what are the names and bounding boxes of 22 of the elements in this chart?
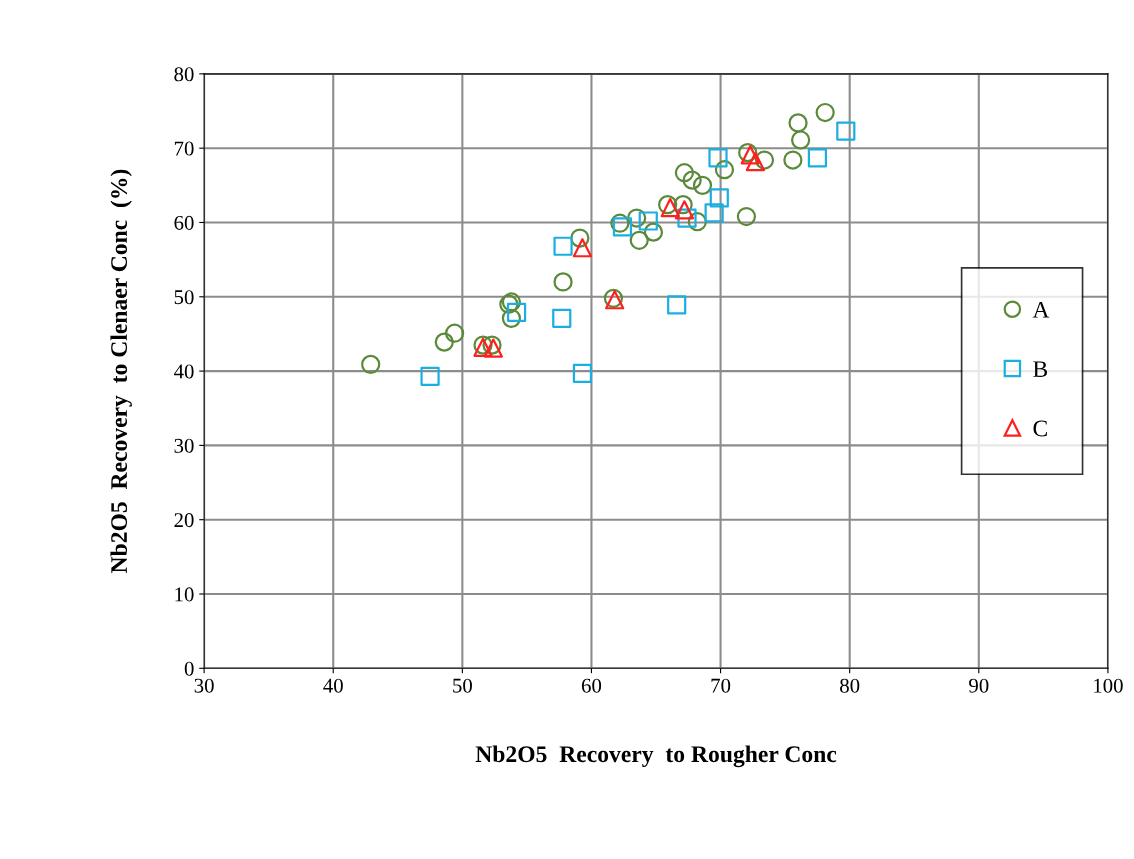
- y-tick-label: 70: [174, 141, 194, 156]
- legend-label: B: [1033, 361, 1048, 377]
- x-tick-label: 40: [323, 678, 343, 693]
- x-tick-label: 100: [1094, 678, 1123, 693]
- y-tick-label: 10: [175, 587, 194, 602]
- x-tick-label: 70: [711, 678, 731, 693]
- y-tick-label: 60: [174, 215, 194, 230]
- y-tick-label: 40: [173, 364, 194, 379]
- y-tick-label: 0: [184, 661, 194, 676]
- x-tick-label: 90: [969, 678, 989, 693]
- y-tick-label: 30: [174, 438, 194, 453]
- legend-label: A: [1032, 301, 1050, 318]
- x-tick-label: 50: [453, 678, 472, 693]
- x-tick-label: 60: [581, 678, 602, 693]
- y-tick-label: 50: [174, 290, 194, 305]
- y-tick-label: 20: [174, 513, 194, 528]
- x-tick-label: 80: [840, 678, 860, 693]
- x-axis-title: Nb2O5 Recovery to Rougher Conc: [475, 745, 837, 768]
- x-tick-label: 30: [194, 678, 214, 693]
- y-tick-label: 80: [174, 67, 194, 82]
- y-axis-title: Nb2O5 Recovery to Clenaer Conc (%): [110, 169, 132, 574]
- legend-label: C: [1033, 420, 1047, 437]
